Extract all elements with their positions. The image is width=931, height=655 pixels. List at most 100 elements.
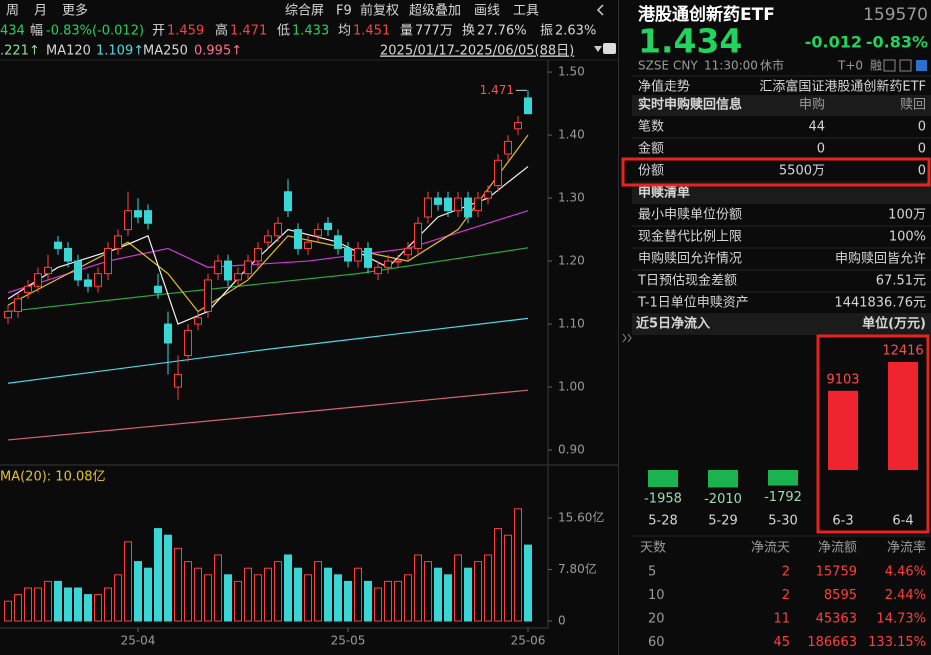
toolbar-button[interactable]: 综合屏	[285, 4, 324, 19]
cell: 67.51元	[876, 274, 926, 289]
tag: 融	[870, 59, 882, 73]
volume-bar	[384, 580, 392, 622]
volume-bar	[494, 528, 502, 622]
volume-bar	[64, 587, 72, 622]
toolbar-button[interactable]: 超级叠加	[409, 4, 461, 19]
cell: 186663	[807, 635, 857, 650]
volume-bar	[444, 574, 452, 622]
candle-body	[424, 197, 432, 218]
candle-body	[204, 279, 212, 312]
ma-value: 1.109↑	[96, 44, 144, 59]
volume-bar	[304, 574, 312, 622]
toolbar-button[interactable]: 周	[6, 4, 19, 19]
volume-bar	[364, 580, 372, 622]
currency: CNY	[673, 59, 698, 73]
volume-bar	[514, 508, 522, 622]
ma-value: 0.995↑	[194, 44, 242, 59]
volume-bar	[404, 574, 412, 622]
candle-body	[224, 260, 232, 281]
collapse-icon[interactable]	[622, 333, 632, 343]
cell: 15759	[816, 565, 857, 580]
quote-label: 开	[152, 24, 165, 39]
quote-value: 434	[0, 24, 25, 39]
cell: 60	[648, 635, 665, 650]
candle-body	[254, 247, 262, 262]
volume-bar	[284, 554, 292, 622]
row-label: T日预估现金差额	[637, 273, 737, 289]
volume-bar	[324, 567, 332, 622]
volume-bar	[144, 567, 152, 622]
quote-label: 高	[215, 23, 228, 39]
row-label: 最小申赎单位份额	[638, 208, 742, 223]
nav-label[interactable]: 净值走势	[638, 79, 690, 95]
volume-bar	[204, 574, 212, 622]
volume-bar	[484, 554, 492, 622]
ma-line	[7, 317, 529, 384]
fund-code: 159570	[863, 5, 928, 25]
dropdown-icon[interactable]	[594, 46, 602, 52]
candle-body	[444, 197, 452, 212]
toolbar-button[interactable]: 月	[34, 4, 47, 19]
candle-body	[234, 273, 242, 281]
y-tick-label: 7.80亿	[558, 561, 597, 576]
date-range[interactable]: 2025/01/17-2025/06/05(88日)	[380, 44, 574, 59]
inflow-bar	[648, 470, 678, 488]
candle-body	[114, 235, 122, 249]
icon[interactable]	[899, 59, 912, 72]
toolbar-button[interactable]: F9	[336, 4, 352, 19]
candle-body	[194, 317, 202, 325]
candle-body	[394, 260, 402, 263]
cell: 2	[782, 565, 790, 580]
price: 1.434	[638, 22, 742, 61]
cell: 2.44%	[885, 588, 926, 603]
candle-body	[524, 97, 532, 115]
candle-body	[104, 247, 112, 275]
time: 11:30:00	[704, 59, 758, 73]
volume-bar	[504, 534, 512, 622]
row-label: 笔数	[638, 119, 664, 135]
toolbar-button[interactable]: 更多	[62, 3, 88, 19]
toolbar-button[interactable]: 工具	[513, 4, 539, 19]
section-bg	[632, 314, 931, 335]
x-tick-label: 25-04	[121, 634, 156, 648]
value-label: -2010	[704, 492, 742, 507]
row-label: 现金替代比例上限	[638, 229, 742, 245]
volume-bar	[4, 600, 12, 622]
y-tick-label: 0	[558, 614, 566, 628]
candle-body	[284, 191, 292, 212]
volume-bar	[14, 594, 22, 622]
quote-label: 低	[277, 24, 290, 39]
status: 休市	[760, 58, 784, 73]
x-tick-label: 25-06	[511, 634, 546, 648]
change-pct: -0.83%	[866, 33, 928, 52]
y-tick-label: 1.10	[558, 317, 585, 331]
inflow-bar	[828, 390, 858, 470]
toolbar-button[interactable]: 画线	[474, 4, 500, 19]
candle-body	[84, 279, 92, 287]
quote-value: 777万	[415, 24, 453, 39]
volume-bar	[124, 541, 132, 622]
icon[interactable]	[883, 59, 896, 72]
candle-body	[334, 235, 342, 249]
quote-value: -0.83%(-0.012)	[46, 24, 144, 39]
add-icon[interactable]	[916, 60, 927, 71]
toolbar-button[interactable]: 前复权	[360, 3, 399, 19]
ma-value: .221↑	[0, 44, 40, 59]
candle-body	[94, 273, 102, 287]
cell: 11	[773, 612, 790, 627]
back-icon[interactable]	[596, 4, 604, 16]
quote-label: 振	[540, 24, 553, 39]
volume-bar	[314, 561, 322, 622]
volume-bar	[54, 580, 62, 622]
cell: 45	[773, 635, 790, 650]
cell: 0	[918, 120, 926, 135]
ma-label: MA250	[143, 44, 188, 59]
quote-label: 换	[462, 24, 475, 39]
cell: 0	[918, 164, 926, 179]
value-label: 9103	[826, 372, 859, 387]
y-tick-label: 1.00	[558, 380, 585, 394]
column-header: 净流天	[751, 541, 790, 556]
settings-icon[interactable]	[603, 43, 616, 54]
cell: 44	[808, 120, 825, 135]
